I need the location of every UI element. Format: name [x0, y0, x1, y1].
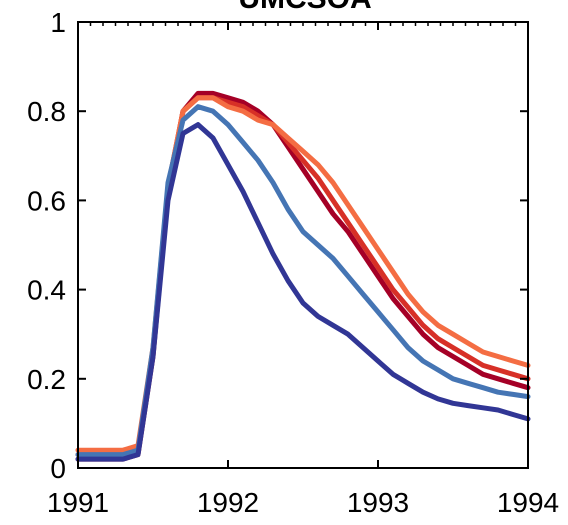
plot-area: 1991 1992 1993 1994 0 0.2 0.4 0.6 0.8 1: [27, 7, 559, 518]
chart-title: UMCSOA: [238, 0, 371, 15]
x-tick-label: 1992: [197, 487, 259, 518]
y-tick-label: 0.2: [27, 364, 66, 395]
y-tick-label: 0.4: [27, 275, 66, 306]
series-layer: [75, 90, 531, 462]
x-tick-label: 1994: [497, 487, 559, 518]
x-tick-label: 1991: [47, 487, 109, 518]
y-tick-label: 1: [50, 7, 66, 38]
y-tick-label: 0.8: [27, 96, 66, 127]
tick-layer: 1991 1992 1993 1994 0 0.2 0.4 0.6 0.8 1: [27, 7, 559, 518]
series-line-5: [75, 122, 531, 462]
x-tick-label: 1993: [347, 487, 409, 518]
y-tick-label: 0.6: [27, 185, 66, 216]
y-tick-label: 0: [50, 453, 66, 484]
